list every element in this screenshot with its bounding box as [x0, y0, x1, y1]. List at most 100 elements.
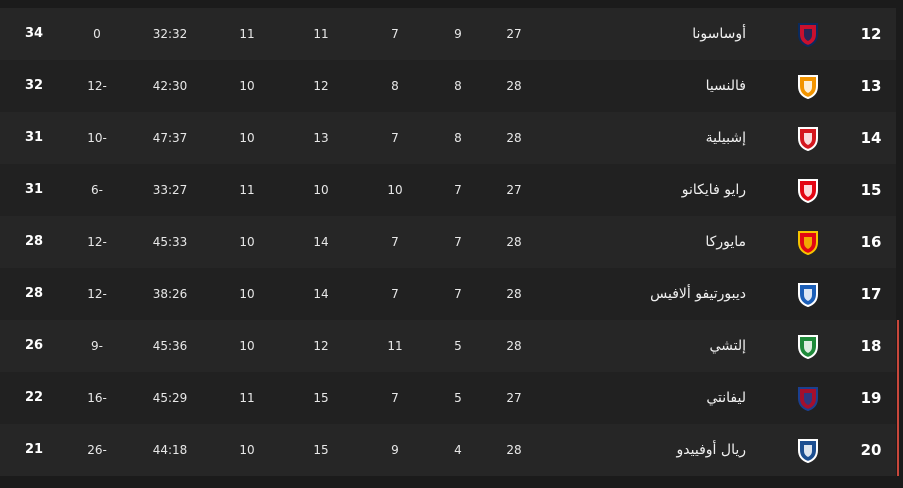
table-row[interactable]: 31 6- 33:27 11 10 10 7 27 رايو فايكانو 15: [0, 164, 896, 216]
cell-goal-diff: 12-: [87, 235, 107, 249]
cell-remaining: 11: [239, 391, 255, 405]
cell-goal-diff: 26-: [87, 443, 107, 457]
team-name[interactable]: ديبورتيفو ألافيس: [650, 286, 746, 302]
cell-drawn: 8: [391, 79, 399, 93]
cell-points: 22: [24, 390, 44, 405]
cell-points: 28: [24, 234, 44, 249]
osasuna-crest-icon: [794, 20, 822, 48]
cell-points: 31: [24, 182, 44, 197]
team-name[interactable]: رايو فايكانو: [681, 182, 746, 198]
cell-goals: 45:29: [152, 391, 188, 405]
team-name[interactable]: أوساسونا: [692, 26, 746, 42]
cell-remaining: 11: [239, 27, 255, 41]
cell-remaining: 10: [239, 339, 255, 353]
valencia-crest-icon: [794, 72, 822, 100]
cell-goals: 45:33: [152, 235, 188, 249]
cell-goal-diff: 12-: [87, 287, 107, 301]
cell-played: 27: [506, 391, 522, 405]
cell-lost: 12: [313, 339, 329, 353]
team-name[interactable]: مايوركا: [705, 234, 746, 250]
cell-goals: 32:32: [152, 27, 188, 41]
rayo-crest-icon: [794, 176, 822, 204]
cell-lost: 15: [313, 391, 329, 405]
cell-remaining: 10: [239, 131, 255, 145]
cell-points: 28: [24, 286, 44, 301]
team-name[interactable]: إشبيلية: [705, 130, 746, 146]
cell-goals: 47:37: [152, 131, 188, 145]
cell-goal-diff: 0: [93, 27, 101, 41]
team-name[interactable]: فالنسيا: [705, 78, 746, 94]
cell-played: 27: [506, 183, 522, 197]
cell-drawn: 9: [391, 443, 399, 457]
cell-drawn: 7: [391, 391, 399, 405]
team-name[interactable]: ريال أوفييدو: [676, 442, 746, 458]
rank: 12: [860, 25, 882, 43]
cell-goal-diff: 6-: [91, 183, 103, 197]
cell-played: 27: [506, 27, 522, 41]
table-row[interactable]: 28 12- 38:26 10 14 7 7 28 ديبورتيفو ألافيس 17: [0, 268, 896, 320]
cell-won: 4: [454, 443, 462, 457]
mallorca-crest-icon: [794, 228, 822, 256]
cell-goal-diff: 9-: [91, 339, 103, 353]
table-row[interactable]: 32 12- 42:30 10 12 8 8 28 فالنسيا 13: [0, 60, 896, 112]
rank: 16: [860, 233, 882, 251]
relegation-zone-indicator: [897, 320, 899, 476]
cell-won: 9: [454, 27, 462, 41]
cell-goals: 42:30: [152, 79, 188, 93]
cell-goals: 45:36: [152, 339, 188, 353]
scroll-edge: [896, 0, 903, 488]
cell-won: 7: [454, 287, 462, 301]
rank: 19: [860, 389, 882, 407]
team-name[interactable]: ليفانتي: [706, 390, 746, 406]
table-row[interactable]: 21 26- 44:18 10 15 9 4 28 ريال أوفييدو 20: [0, 424, 896, 476]
cell-goals: 33:27: [152, 183, 188, 197]
cell-lost: 13: [313, 131, 329, 145]
cell-drawn: 10: [387, 183, 403, 197]
cell-points: 26: [24, 338, 44, 353]
cell-lost: 15: [313, 443, 329, 457]
cell-drawn: 7: [391, 287, 399, 301]
cell-goal-diff: 16-: [87, 391, 107, 405]
table-row[interactable]: 34 0 32:32 11 11 7 9 27 أوساسونا 12: [0, 8, 896, 60]
cell-played: 28: [506, 131, 522, 145]
cell-points: 31: [24, 130, 44, 145]
cell-won: 8: [454, 131, 462, 145]
cell-played: 28: [506, 79, 522, 93]
cell-won: 8: [454, 79, 462, 93]
cell-points: 34: [24, 26, 44, 41]
alaves-crest-icon: [794, 280, 822, 308]
cell-played: 28: [506, 235, 522, 249]
cell-lost: 14: [313, 235, 329, 249]
rank: 20: [860, 441, 882, 459]
sevilla-crest-icon: [794, 124, 822, 152]
cell-played: 28: [506, 287, 522, 301]
standings-table: 34 0 32:32 11 11 7 9 27 أوساسونا 12 32 12- 42:30 10 12…: [0, 8, 896, 476]
cell-won: 7: [454, 183, 462, 197]
cell-lost: 14: [313, 287, 329, 301]
cell-remaining: 10: [239, 235, 255, 249]
cell-drawn: 7: [391, 235, 399, 249]
table-row[interactable]: 26 9- 45:36 10 12 11 5 28 إلتشي 18: [0, 320, 896, 372]
rank: 13: [860, 77, 882, 95]
cell-goals: 38:26: [152, 287, 188, 301]
cell-points: 21: [24, 442, 44, 457]
rank: 18: [860, 337, 882, 355]
cell-lost: 12: [313, 79, 329, 93]
rank: 14: [860, 129, 882, 147]
cell-drawn: 7: [391, 131, 399, 145]
cell-played: 28: [506, 339, 522, 353]
cell-won: 7: [454, 235, 462, 249]
table-row[interactable]: 31 10- 47:37 10 13 7 8 28 إشبيلية 14: [0, 112, 896, 164]
table-row[interactable]: 22 16- 45:29 11 15 7 5 27 ليفانتي 19: [0, 372, 896, 424]
table-row[interactable]: 28 12- 45:33 10 14 7 7 28 مايوركا 16: [0, 216, 896, 268]
cell-won: 5: [454, 391, 462, 405]
cell-played: 28: [506, 443, 522, 457]
elche-crest-icon: [794, 332, 822, 360]
team-name[interactable]: إلتشي: [709, 338, 746, 354]
cell-drawn: 7: [391, 27, 399, 41]
cell-won: 5: [454, 339, 462, 353]
oviedo-crest-icon: [794, 436, 822, 464]
cell-lost: 10: [313, 183, 329, 197]
cell-remaining: 10: [239, 443, 255, 457]
cell-points: 32: [24, 78, 44, 93]
